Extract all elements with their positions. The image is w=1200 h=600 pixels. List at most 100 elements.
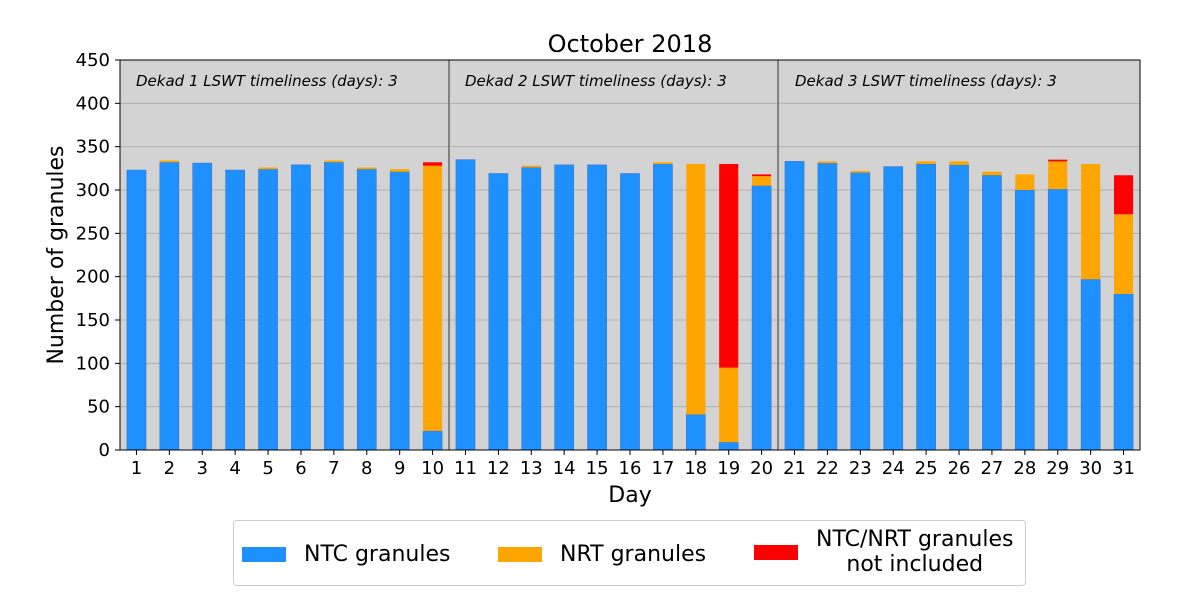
legend-label-nrt: NRT granules [560,542,707,567]
bar-segment-day-13-series-0 [521,167,542,451]
bar-segment-day-20-series-2 [752,174,772,177]
bar-segment-day-7-series-0 [324,161,344,451]
x-tick-label: 27 [980,458,1003,479]
y-tick-label: 150 [76,310,110,331]
bar-segment-day-27-series-1 [982,171,1002,176]
bar-segment-day-13-series-1 [521,165,541,168]
bar-segment-day-19-series-0 [718,441,739,451]
x-tick-label: 23 [849,458,872,479]
bar-segment-day-24-series-0 [883,166,904,451]
bar-segment-day-5-series-0 [258,168,278,451]
x-tick-label: 7 [328,458,339,479]
x-tick-label: 10 [421,458,444,479]
x-tick-label: 2 [164,458,175,479]
bar-segment-day-10-series-0 [422,430,443,451]
x-tick-label: 9 [394,458,405,479]
bar-segment-day-29-series-2 [1048,159,1068,162]
x-tick-label: 20 [750,458,773,479]
bar-segment-day-30-series-0 [1080,278,1101,451]
legend-item-not-included: NTC/NRT granules not included [754,527,1013,577]
x-axis-label: Day [608,483,651,508]
bar-segment-day-18-series-0 [685,414,706,451]
y-tick-label: 450 [76,50,110,71]
bar-segment-day-31-series-2 [1114,175,1134,215]
bar-segment-day-14-series-0 [554,164,575,451]
x-tick-label: 21 [783,458,806,479]
bar-segment-day-19-series-1 [719,367,739,443]
x-tick-label: 31 [1112,458,1135,479]
bars-group [126,159,1134,451]
x-tick-label: 26 [948,458,971,479]
bar-segment-day-15-series-0 [587,164,607,451]
bar-segment-day-25-series-1 [916,161,936,164]
x-axis-ticks: 1 2 3 4 5 6 7 8 9 10 11 12 13 14 15 16 17 18 19 20 21 22 23 24 2… [131,450,1135,479]
bar-segment-day-23-series-0 [850,172,871,451]
dekad-1-annotation: Dekad 1 LSWT timeliness (days): 3 [136,72,398,90]
bar-segment-day-27-series-0 [982,174,1002,451]
bar-segment-day-26-series-1 [949,161,969,165]
x-tick-label: 13 [520,458,543,479]
y-tick-label: 50 [87,397,110,418]
x-tick-label: 14 [553,458,576,479]
bar-segment-day-10-series-2 [423,162,443,166]
x-tick-label: 24 [882,458,905,479]
x-tick-label: 5 [262,458,273,479]
x-tick-label: 17 [651,458,674,479]
bar-segment-day-20-series-0 [751,185,772,451]
bar-segment-day-12-series-0 [488,173,509,451]
dekad-annotations: Dekad 1 LSWT timeliness (days): 3 Dekad … [136,72,1057,90]
bar-segment-day-28-series-1 [1015,174,1035,190]
bar-segment-day-18-series-1 [686,164,706,415]
bar-segment-day-29-series-0 [1047,188,1068,451]
legend-label-ntc: NTC granules [304,542,451,567]
x-tick-label: 29 [1046,458,1069,479]
bar-segment-day-5-series-1 [258,167,278,170]
bar-segment-day-1-series-0 [126,169,147,451]
x-tick-label: 15 [586,458,609,479]
bar-segment-day-31-series-0 [1113,293,1134,451]
bar-segment-day-28-series-0 [1014,189,1035,451]
bar-segment-day-25-series-0 [916,163,936,451]
legend-swatch-not-included [754,544,798,560]
bar-segment-day-9-series-0 [389,171,410,451]
dekad-2-annotation: Dekad 2 LSWT timeliness (days): 3 [465,72,727,90]
y-tick-label: 300 [76,180,110,201]
bar-segment-day-17-series-1 [653,162,673,164]
bar-segment-day-6-series-0 [291,164,311,451]
x-tick-label: 22 [816,458,839,479]
bar-segment-day-3-series-0 [192,162,213,451]
chart-title: October 2018 [548,30,713,58]
dekad-3-annotation: Dekad 3 LSWT timeliness (days): 3 [795,72,1057,90]
y-axis-label: Number of granules [44,145,69,364]
x-tick-label: 16 [619,458,642,479]
bar-segment-day-19-series-2 [719,164,739,368]
bar-segment-day-22-series-0 [817,162,838,451]
bar-segment-day-2-series-1 [159,160,179,163]
bar-segment-day-2-series-0 [159,161,180,451]
bar-segment-day-8-series-1 [357,167,377,170]
x-tick-label: 18 [684,458,707,479]
bar-segment-day-9-series-1 [390,169,410,172]
legend: NTC granules NRT granules NTC/NRT granul… [233,520,1026,586]
x-tick-label: 8 [361,458,372,479]
bar-segment-day-10-series-1 [423,165,443,431]
legend-item-nrt: NRT granules [498,542,706,567]
dekad-dividers [448,60,780,450]
bar-segment-day-8-series-0 [356,168,377,451]
x-tick-label: 3 [197,458,208,479]
bar-segment-day-26-series-0 [949,164,969,451]
y-axis-ticks: 0 50 100 150 200 250 300 350 400 450 [76,50,120,461]
x-tick-label: 4 [229,458,240,479]
x-tick-label: 25 [915,458,938,479]
bar-segment-day-22-series-1 [817,161,837,164]
bar-segment-day-7-series-1 [324,160,344,163]
legend-swatch-nrt [498,547,542,562]
x-tick-label: 1 [131,458,142,479]
x-tick-label: 11 [454,458,477,479]
bar-segment-day-30-series-1 [1081,164,1101,280]
legend-item-ntc: NTC granules [242,542,450,567]
bar-segment-day-11-series-0 [455,159,476,451]
bar-segment-day-31-series-1 [1114,214,1134,294]
x-tick-label: 6 [295,458,306,479]
